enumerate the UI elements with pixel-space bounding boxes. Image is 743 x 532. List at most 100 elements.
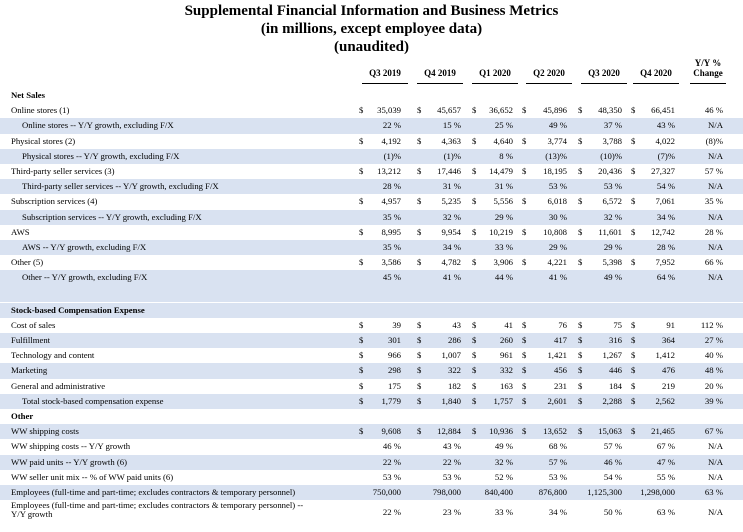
value-cell: 8 % — [499, 150, 513, 161]
value-cell: 53 % — [442, 471, 461, 482]
value-cell: 219 — [661, 380, 675, 391]
dollar-sign: $ — [578, 319, 583, 330]
value-cell: 7,952 — [655, 257, 675, 268]
yoy-change-cell: N/A — [708, 272, 723, 283]
dollar-sign: $ — [359, 105, 364, 116]
table-row: AWS $8,995 $9,954 $10,219 $10,808 $11,601 $12,… — [0, 225, 743, 240]
dollar-sign: $ — [359, 426, 364, 437]
row-label: WW paid units -- Y/Y growth (6) — [11, 456, 127, 467]
value-cell: 55 % — [656, 471, 675, 482]
section-header: Stock-based Compensation Expense — [0, 302, 743, 318]
dollar-sign: $ — [578, 105, 583, 116]
dollar-sign: $ — [522, 319, 527, 330]
table-row: Physical stores (2) $4,192 $4,363 $4,640 $3,… — [0, 134, 743, 149]
value-cell: 4,640 — [493, 135, 513, 146]
dollar-sign: $ — [359, 395, 364, 406]
value-cell: 49 % — [494, 441, 513, 452]
row-label: WW shipping costs — [11, 426, 79, 437]
dollar-sign: $ — [417, 319, 422, 330]
value-cell: 29 % — [548, 242, 567, 252]
yoy-change-cell: 48 % — [704, 365, 723, 376]
row-label: Other (5) — [11, 257, 44, 268]
value-cell: 2,288 — [602, 395, 622, 406]
value-cell: 961 — [499, 350, 513, 361]
dollar-sign: $ — [578, 166, 583, 176]
value-cell: 10,808 — [543, 226, 567, 237]
value-cell: 53 % — [548, 471, 567, 482]
dollar-sign: $ — [472, 105, 477, 116]
dollar-sign: $ — [631, 226, 636, 237]
value-cell: 36,652 — [489, 105, 513, 116]
value-cell: 53 % — [548, 181, 567, 192]
value-cell: 28 % — [656, 242, 675, 252]
value-cell: 446 — [608, 365, 622, 376]
value-cell: 54 % — [656, 181, 675, 192]
row-label: Employees (full-time and part-time; excl… — [11, 501, 303, 519]
dollar-sign: $ — [417, 426, 422, 437]
row-label: AWS -- Y/Y growth, excluding F/X — [22, 242, 147, 252]
value-cell: 12,884 — [437, 426, 461, 437]
value-cell: 35,039 — [377, 105, 401, 116]
column-header-underline — [581, 83, 627, 84]
dollar-sign: $ — [522, 166, 527, 176]
table-row: WW shipping costs $9,608 $12,884 $10,936 $13… — [0, 424, 743, 440]
dollar-sign: $ — [417, 135, 422, 146]
value-cell: 6,572 — [602, 196, 622, 207]
row-label: Physical stores (2) — [11, 135, 76, 146]
value-cell: 13,212 — [377, 166, 401, 176]
dollar-sign: $ — [578, 350, 583, 361]
dollar-sign: $ — [631, 166, 636, 176]
table-row: Employees (full-time and part-time; excl… — [0, 485, 743, 501]
column-header-6: Q4 2020 — [640, 68, 672, 78]
table-row: Online stores -- Y/Y growth, excluding F… — [0, 118, 743, 134]
value-cell: 30 % — [548, 211, 567, 222]
dollar-sign: $ — [417, 196, 422, 207]
yoy-change-cell: N/A — [708, 120, 723, 131]
yoy-change-cell: 35 % — [704, 196, 723, 207]
dollar-sign: $ — [522, 226, 527, 237]
row-label: Other -- Y/Y growth, excluding F/X — [22, 272, 148, 283]
value-cell: 15,063 — [598, 426, 622, 437]
dollar-sign: $ — [578, 257, 583, 268]
dollar-sign: $ — [578, 365, 583, 376]
yoy-change-cell: 20 % — [704, 380, 723, 391]
value-cell: 57 % — [603, 441, 622, 452]
value-cell: 66,451 — [651, 105, 675, 116]
dollar-sign: $ — [522, 335, 527, 345]
value-cell: 31 % — [494, 181, 513, 192]
value-cell: 29 % — [494, 211, 513, 222]
yoy-change-cell: N/A — [708, 507, 723, 518]
value-cell: 3,788 — [602, 135, 622, 146]
value-cell: 52 % — [494, 471, 513, 482]
column-header-3: Q1 2020 — [479, 68, 511, 78]
dollar-sign: $ — [522, 257, 527, 268]
dollar-sign: $ — [359, 335, 364, 345]
yoy-change-cell: 63 % — [704, 487, 723, 497]
value-cell: 49 % — [548, 120, 567, 131]
yoy-change-cell: 112 % — [700, 319, 723, 330]
table-row: Online stores (1) $35,039 $45,657 $36,652 $4… — [0, 103, 743, 118]
table-row: Other (5) $3,586 $4,782 $3,906 $4,221 $5,398 $… — [0, 255, 743, 270]
value-cell: 417 — [553, 335, 567, 345]
table-row: Other -- Y/Y growth, excluding F/X 45 % 41… — [0, 270, 743, 286]
value-cell: 76 — [558, 319, 567, 330]
value-cell: 35 % — [382, 242, 401, 252]
section-header: Other — [0, 409, 743, 424]
dollar-sign: $ — [578, 395, 583, 406]
table-row: WW paid units -- Y/Y growth (6) 22 % 22 % 3… — [0, 454, 743, 470]
row-label: Total stock-based compensation expense — [22, 395, 164, 406]
yoy-change-cell: 40 % — [704, 350, 723, 361]
value-cell: 34 % — [442, 242, 461, 252]
value-cell: 184 — [608, 380, 622, 391]
dollar-sign: $ — [631, 319, 636, 330]
value-cell: 1,125,300 — [587, 487, 622, 497]
dollar-sign: $ — [522, 135, 527, 146]
value-cell: 286 — [447, 335, 461, 345]
value-cell: 182 — [447, 380, 461, 391]
column-header-line: Y/Y % — [694, 58, 722, 68]
dollar-sign: $ — [522, 105, 527, 116]
value-cell: 34 % — [548, 507, 567, 518]
dollar-sign: $ — [522, 196, 527, 207]
dollar-sign: $ — [417, 105, 422, 116]
value-cell: 46 % — [382, 441, 401, 452]
